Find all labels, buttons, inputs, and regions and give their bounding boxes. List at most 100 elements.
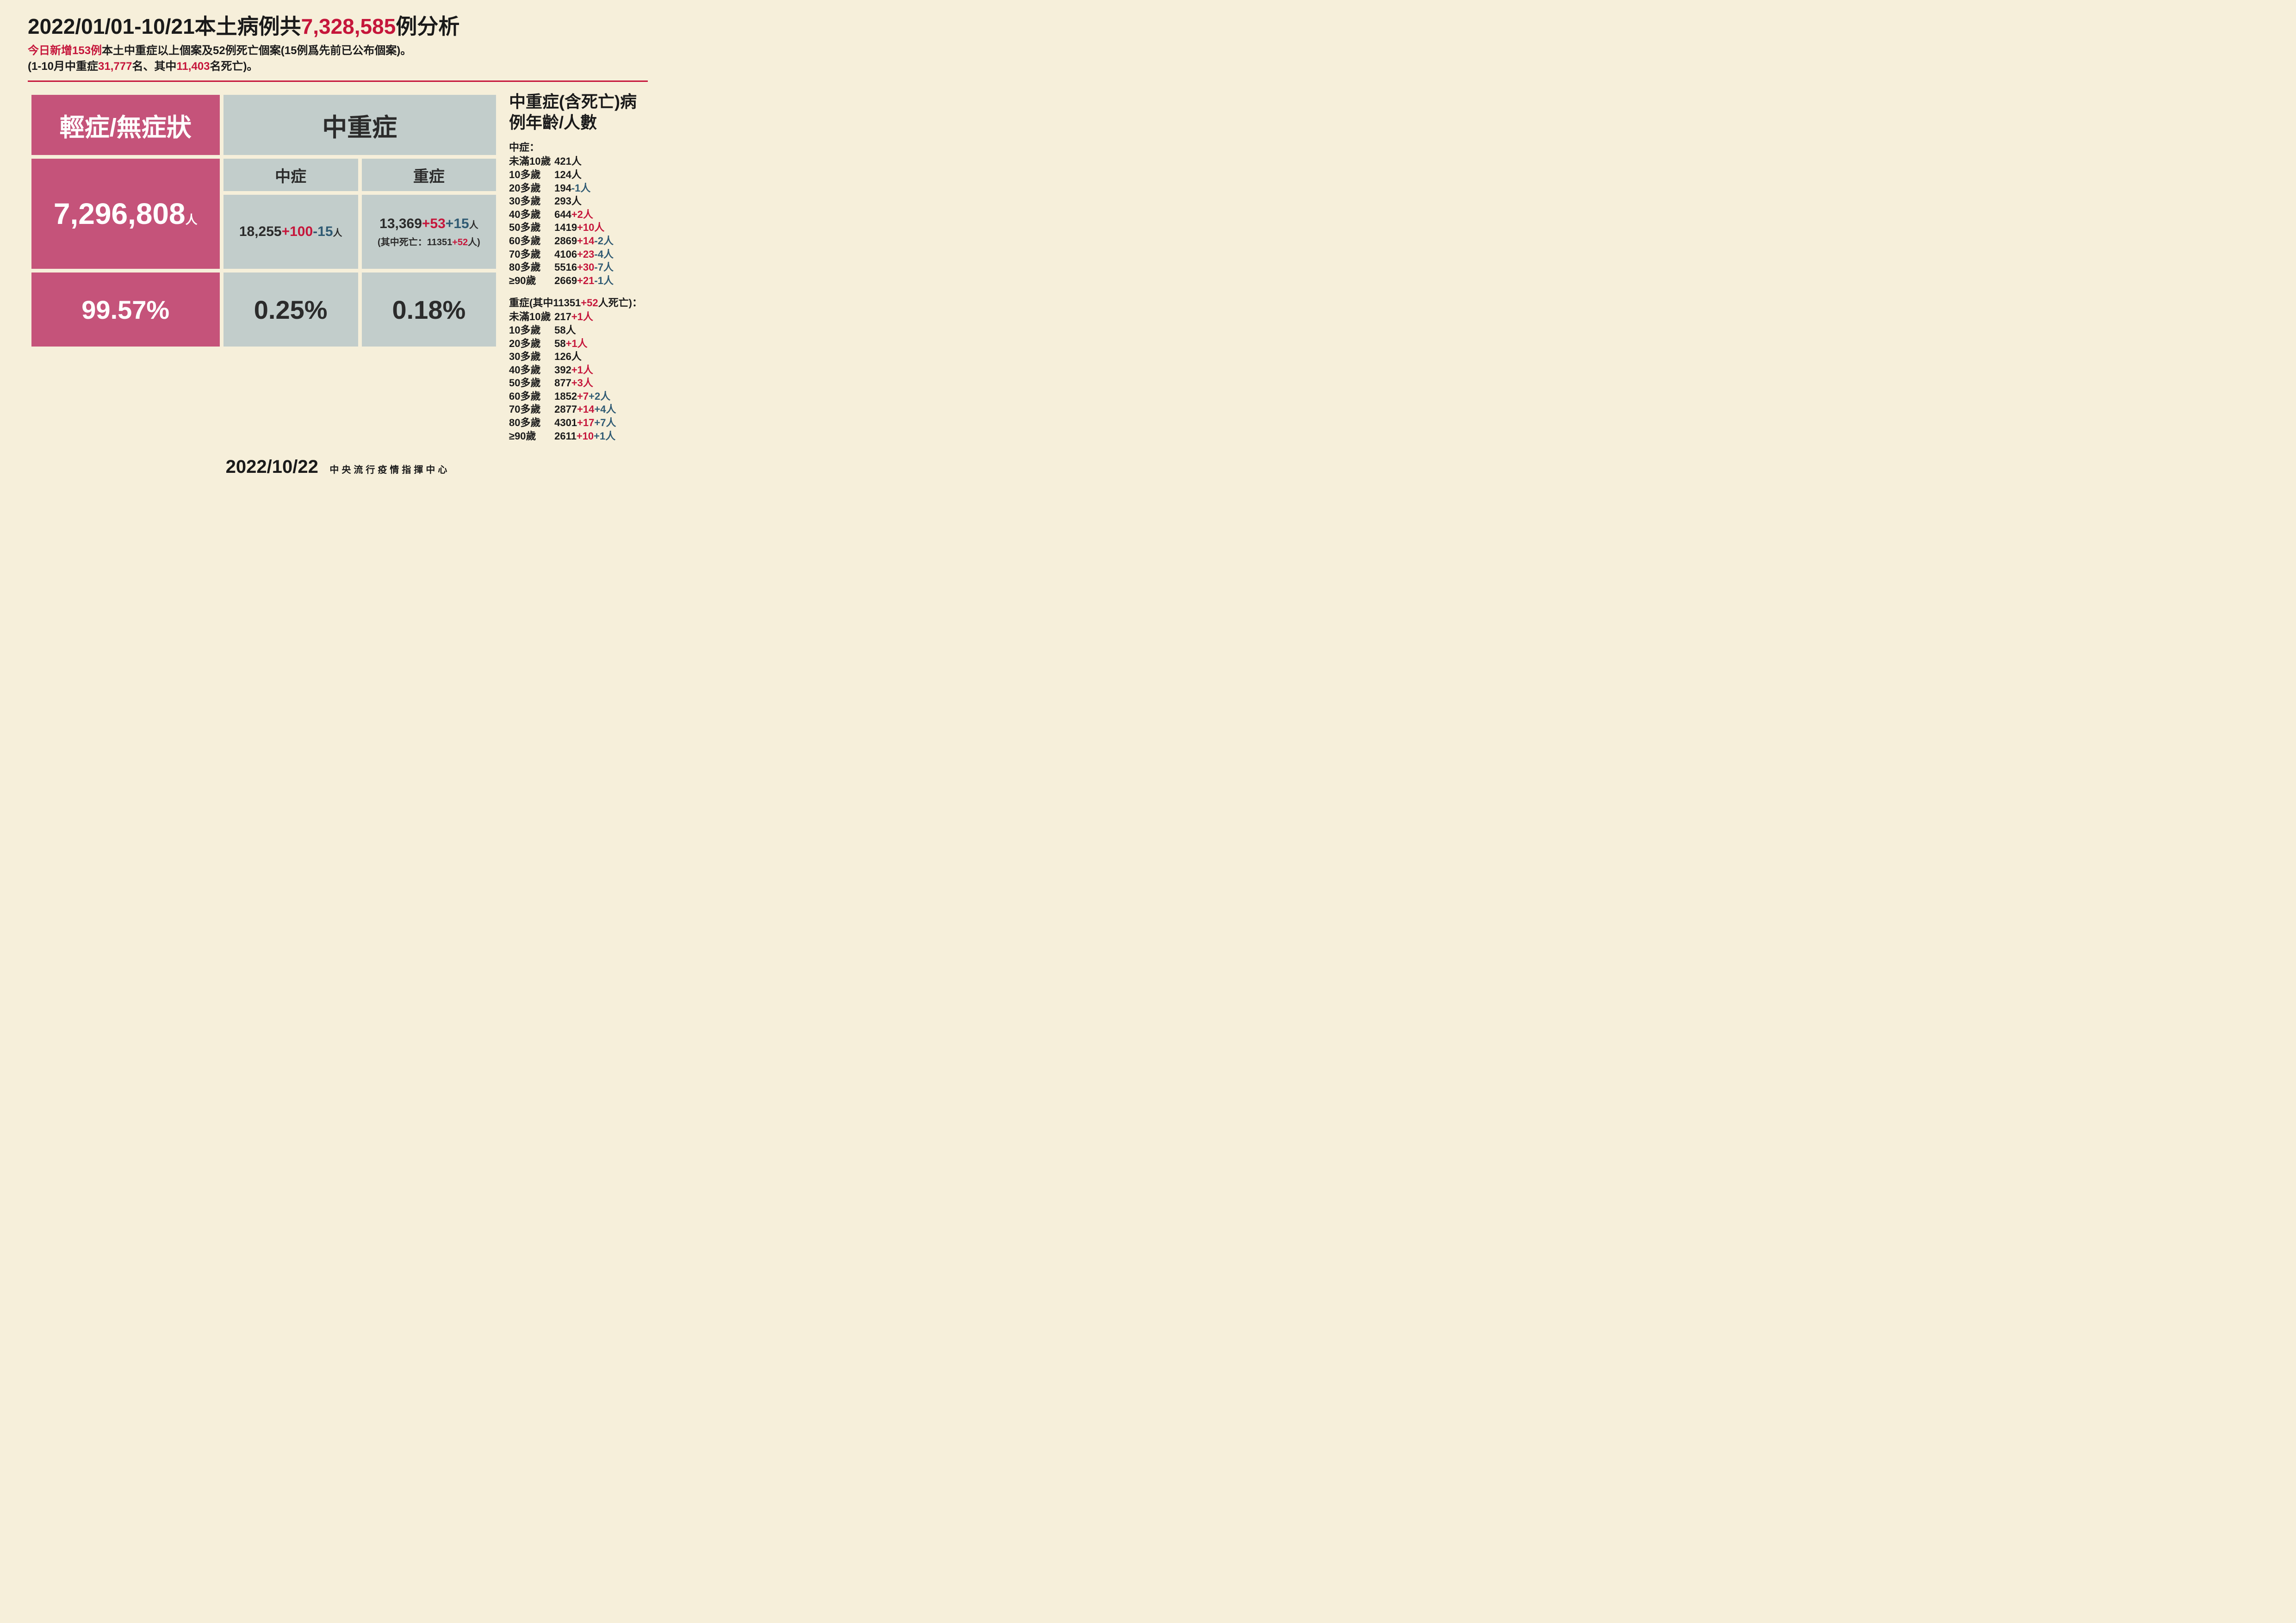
mild-count: 7,296,808 bbox=[54, 197, 186, 230]
age-base: 1419 bbox=[552, 222, 577, 233]
sev-label: 重症 bbox=[362, 159, 496, 191]
age-minus: +1人 bbox=[594, 430, 615, 442]
title-pre: 2022/01/01-10/21本土病例共 bbox=[28, 14, 301, 38]
age-plus: +30 bbox=[577, 261, 594, 273]
age-minus: +4人 bbox=[594, 403, 616, 415]
age-minus: +7人 bbox=[594, 417, 616, 428]
subtitle-l2e: 名死亡)。 bbox=[210, 60, 258, 73]
mod-label: 中症 bbox=[223, 159, 358, 191]
sev-age-list: 未滿10歲 217+1人10多歲 58人20多歲 58+1人30多歲 126人4… bbox=[509, 310, 648, 443]
age-label: ≥90歲 bbox=[509, 274, 552, 288]
age-minus: -2人 bbox=[594, 235, 614, 247]
footer-date: 2022/10/22 bbox=[226, 457, 318, 477]
age-base: 126人 bbox=[552, 351, 582, 362]
age-plus: +17 bbox=[577, 417, 594, 428]
age-label: ≥90歲 bbox=[509, 430, 552, 443]
age-base: 4106 bbox=[552, 248, 577, 260]
divider bbox=[28, 81, 648, 82]
sev-plus2: +15 bbox=[446, 216, 469, 231]
age-row: 30多歲 126人 bbox=[509, 350, 648, 364]
footer-source: 中央流行疫情指揮中心 bbox=[329, 462, 450, 476]
sev-count-cell: 13,369+53+15人 (其中死亡：11351+52人) bbox=[362, 195, 496, 269]
age-row: 80多歲 5516+30-7人 bbox=[509, 261, 648, 274]
age-label: 80多歲 bbox=[509, 416, 552, 430]
age-plus: +10 bbox=[577, 430, 594, 442]
footer: 2022/10/22 中央流行疫情指揮中心 bbox=[28, 457, 648, 477]
subtitle: 今日新增153例本土中重症以上個案及52例死亡個案(15例爲先前已公布個案)。 … bbox=[28, 43, 648, 74]
death-note-pre: (其中死亡：11351 bbox=[378, 237, 452, 248]
age-plus: +14 bbox=[577, 403, 594, 415]
age-plus: +1人 bbox=[571, 311, 593, 322]
age-label: 未滿10歲 bbox=[509, 310, 552, 324]
mod-pct: 0.25% bbox=[223, 273, 358, 347]
age-plus: +23 bbox=[577, 248, 594, 260]
age-label: 70多歲 bbox=[509, 248, 552, 261]
age-minus: +2人 bbox=[589, 390, 610, 402]
sev-unit: 人 bbox=[469, 220, 478, 230]
mod-unit: 人 bbox=[333, 228, 342, 238]
age-base: 5516 bbox=[552, 261, 577, 273]
age-row: 20多歲 58+1人 bbox=[509, 337, 648, 351]
age-base: 2669 bbox=[552, 275, 577, 286]
sev-plus: +53 bbox=[422, 216, 446, 231]
age-base: 217 bbox=[552, 311, 571, 322]
mod-plus: +100 bbox=[282, 224, 313, 239]
age-row: 40多歲 392+1人 bbox=[509, 364, 648, 377]
age-row: 未滿10歲 421人 bbox=[509, 155, 648, 168]
mod-count-cell: 18,255+100-15人 bbox=[223, 195, 358, 269]
age-label: 60多歲 bbox=[509, 235, 552, 248]
age-label: 40多歲 bbox=[509, 208, 552, 222]
content-area: 輕症/無症狀 中重症 7,296,808人 中症 重症 18,255+100-1… bbox=[28, 91, 648, 443]
age-label: 20多歲 bbox=[509, 337, 552, 351]
subtitle-l2b: 31,777 bbox=[98, 60, 132, 73]
age-base: 877 bbox=[552, 377, 571, 389]
age-row: ≥90歲 2669+21-1人 bbox=[509, 274, 648, 288]
sev-pct: 0.18% bbox=[362, 273, 496, 347]
age-label: 30多歲 bbox=[509, 350, 552, 364]
mod-section-title: 中症： bbox=[509, 139, 648, 154]
age-plus: +14 bbox=[577, 235, 594, 247]
age-label: 20多歲 bbox=[509, 182, 552, 195]
age-base: 644 bbox=[552, 209, 571, 220]
age-minus: -1人 bbox=[571, 182, 591, 194]
sev-base: 13,369 bbox=[379, 216, 422, 231]
age-row: 未滿10歲 217+1人 bbox=[509, 310, 648, 324]
mod-minus: -15 bbox=[313, 224, 333, 239]
age-label: 80多歲 bbox=[509, 261, 552, 274]
age-base: 293人 bbox=[552, 195, 582, 207]
age-row: 50多歲 877+3人 bbox=[509, 377, 648, 390]
title-highlight: 7,328,585 bbox=[301, 14, 396, 38]
subtitle-l2d: 11,403 bbox=[176, 60, 210, 73]
age-base: 392 bbox=[552, 364, 571, 376]
mild-unit: 人 bbox=[186, 213, 198, 227]
age-label: 10多歲 bbox=[509, 324, 552, 337]
subtitle-today-hl: 今日新增153例 bbox=[28, 44, 102, 57]
age-base: 58人 bbox=[552, 324, 576, 336]
subtitle-l2a: (1-10月中重症 bbox=[28, 60, 98, 73]
age-base: 421人 bbox=[552, 155, 582, 167]
mild-count-cell: 7,296,808人 bbox=[31, 159, 220, 269]
age-base: 124人 bbox=[552, 169, 582, 180]
age-label: 60多歲 bbox=[509, 390, 552, 403]
age-base: 2611 bbox=[552, 430, 577, 442]
age-label: 40多歲 bbox=[509, 364, 552, 377]
age-base: 194 bbox=[552, 182, 571, 194]
age-plus: +10人 bbox=[577, 222, 604, 233]
sev-title-plus: +52 bbox=[581, 297, 598, 309]
age-row: 20多歲 194-1人 bbox=[509, 182, 648, 195]
mod-age-list: 未滿10歲 421人10多歲 124人20多歲 194-1人30多歲 293人4… bbox=[509, 155, 648, 287]
age-plus: +7 bbox=[577, 390, 589, 402]
side-title: 中重症(含死亡)病例年齡/人數 bbox=[509, 91, 648, 133]
age-base: 2869 bbox=[552, 235, 577, 247]
age-plus: +21 bbox=[577, 275, 594, 286]
age-row: 10多歲 58人 bbox=[509, 324, 648, 337]
age-label: 50多歲 bbox=[509, 377, 552, 390]
age-row: 40多歲 644+2人 bbox=[509, 208, 648, 222]
age-row: 70多歲 4106+23-4人 bbox=[509, 248, 648, 261]
mod-base: 18,255 bbox=[239, 224, 282, 239]
death-note-plus: +52 bbox=[452, 237, 468, 248]
age-row: 50多歲 1419+10人 bbox=[509, 221, 648, 235]
subtitle-today-rest: 本土中重症以上個案及52例死亡個案(15例爲先前已公布個案)。 bbox=[102, 44, 411, 57]
age-row: 80多歲 4301+17+7人 bbox=[509, 416, 648, 430]
age-plus: +1人 bbox=[571, 364, 593, 376]
